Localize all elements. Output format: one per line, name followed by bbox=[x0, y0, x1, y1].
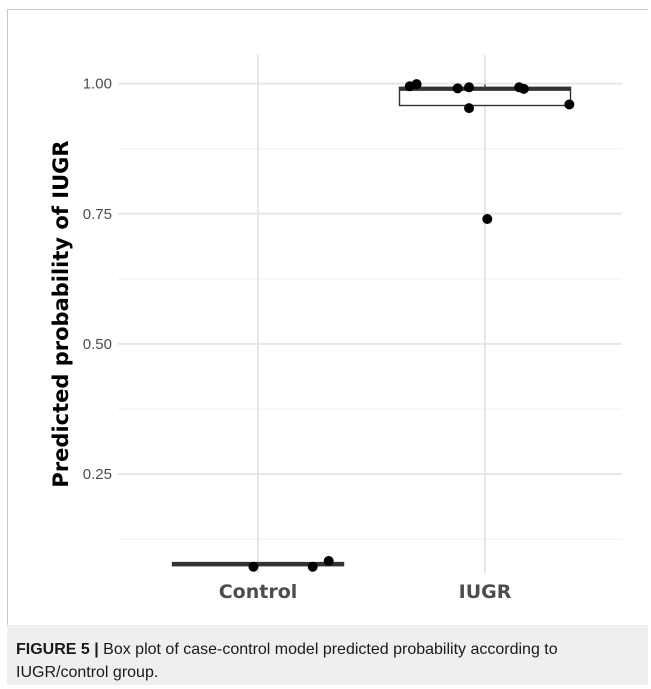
data-point bbox=[464, 82, 475, 93]
y-tick-label: 0.50 bbox=[83, 336, 112, 353]
x-tick-label: Control bbox=[219, 581, 298, 603]
data-point bbox=[452, 83, 463, 94]
caption-text: Box plot of case-control model predicted… bbox=[16, 641, 558, 681]
y-axis-ticks: 0.25 0.50 0.75 1.00 bbox=[83, 76, 112, 483]
box-iugr bbox=[398, 84, 572, 107]
figure-frame bbox=[7, 9, 648, 685]
x-axis-ticks: Control IUGR bbox=[219, 581, 512, 603]
y-axis-label: Predicted probability of IUGR bbox=[49, 140, 73, 487]
points bbox=[248, 79, 575, 572]
caption-label: FIGURE 5 | bbox=[16, 641, 99, 658]
data-point bbox=[248, 561, 259, 572]
y-tick-label: 0.25 bbox=[83, 466, 112, 483]
grid-lines bbox=[118, 55, 622, 573]
data-point bbox=[411, 79, 422, 90]
box-plot: 0.25 0.50 0.75 1.00 Control IUGR Predicted p… bbox=[49, 55, 622, 603]
caption-background bbox=[7, 625, 648, 685]
data-point bbox=[482, 213, 493, 224]
data-point bbox=[323, 556, 334, 567]
y-tick-label: 1.00 bbox=[83, 76, 112, 93]
x-tick-label: IUGR bbox=[459, 581, 512, 603]
boxes bbox=[171, 84, 572, 567]
data-point bbox=[564, 99, 575, 110]
data-point bbox=[518, 83, 529, 94]
y-tick-label: 0.75 bbox=[83, 206, 112, 223]
data-point bbox=[307, 561, 318, 572]
data-point bbox=[464, 103, 475, 114]
figure-caption: FIGURE 5 | Box plot of case-control mode… bbox=[16, 638, 641, 684]
